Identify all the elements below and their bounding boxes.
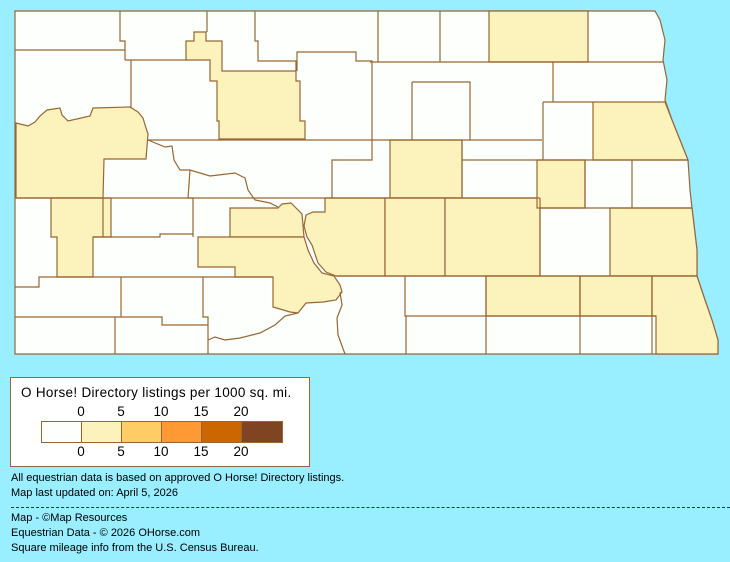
legend-swatch-0 — [42, 422, 82, 442]
legend-tick-top: 15 — [193, 404, 209, 419]
legend: O Horse! Directory listings per 1000 sq.… — [10, 377, 310, 467]
county-border — [15, 316, 208, 326]
update-note: Map last updated on: April 5, 2026 — [11, 487, 178, 499]
county-border — [336, 291, 346, 355]
county-shaded — [389, 139, 463, 199]
legend-tick-bottom: 10 — [153, 444, 169, 459]
data-credit: Equestrian Data - © 2026 OHorse.com — [11, 527, 201, 539]
legend-tick-top: 5 — [117, 404, 125, 419]
county-shaded — [536, 159, 586, 209]
legend-swatch-5 — [242, 422, 282, 442]
county-borders — [15, 11, 697, 355]
county-border — [15, 276, 273, 288]
legend-title: O Horse! Directory listings per 1000 sq.… — [21, 385, 292, 400]
counties-layer — [15, 10, 719, 355]
county-shaded — [15, 106, 149, 199]
county-shaded — [592, 101, 689, 161]
county-border — [147, 139, 279, 208]
county-border — [412, 81, 471, 140]
divider — [11, 507, 730, 508]
county-shaded — [229, 202, 305, 238]
census-credit: Square mileage info from the U.S. Census… — [11, 542, 259, 554]
county-border — [207, 312, 299, 341]
county-shaded — [185, 31, 306, 140]
county-shaded — [485, 275, 581, 317]
county-shaded — [579, 275, 653, 317]
data-note: All equestrian data is based on approved… — [11, 472, 345, 484]
legend-tick-top: 20 — [233, 404, 249, 419]
legend-tick-bottom: 0 — [77, 444, 85, 459]
legend-tick-top: 0 — [77, 404, 85, 419]
legend-color-bar — [41, 421, 283, 443]
legend-swatch-2 — [122, 422, 162, 442]
county-border — [296, 51, 373, 140]
legend-swatch-1 — [82, 422, 122, 442]
county-border — [404, 276, 656, 317]
legend-swatch-3 — [162, 422, 202, 442]
map-credit: Map - ©Map Resources — [11, 512, 128, 524]
legend-tick-bottom: 15 — [193, 444, 209, 459]
county-shaded — [444, 197, 541, 277]
county-map — [14, 10, 719, 355]
county-shaded — [609, 207, 698, 277]
county-border — [331, 140, 373, 198]
legend-tick-top: 10 — [153, 404, 169, 419]
legend-tick-bottom: 5 — [117, 444, 125, 459]
county-shaded — [651, 275, 719, 355]
county-shaded — [384, 197, 446, 277]
county-border — [254, 11, 297, 71]
legend-swatch-4 — [202, 422, 242, 442]
county-shaded — [488, 10, 589, 63]
legend-tick-bottom: 20 — [233, 444, 249, 459]
county-border — [93, 233, 193, 238]
county-border — [202, 277, 209, 354]
